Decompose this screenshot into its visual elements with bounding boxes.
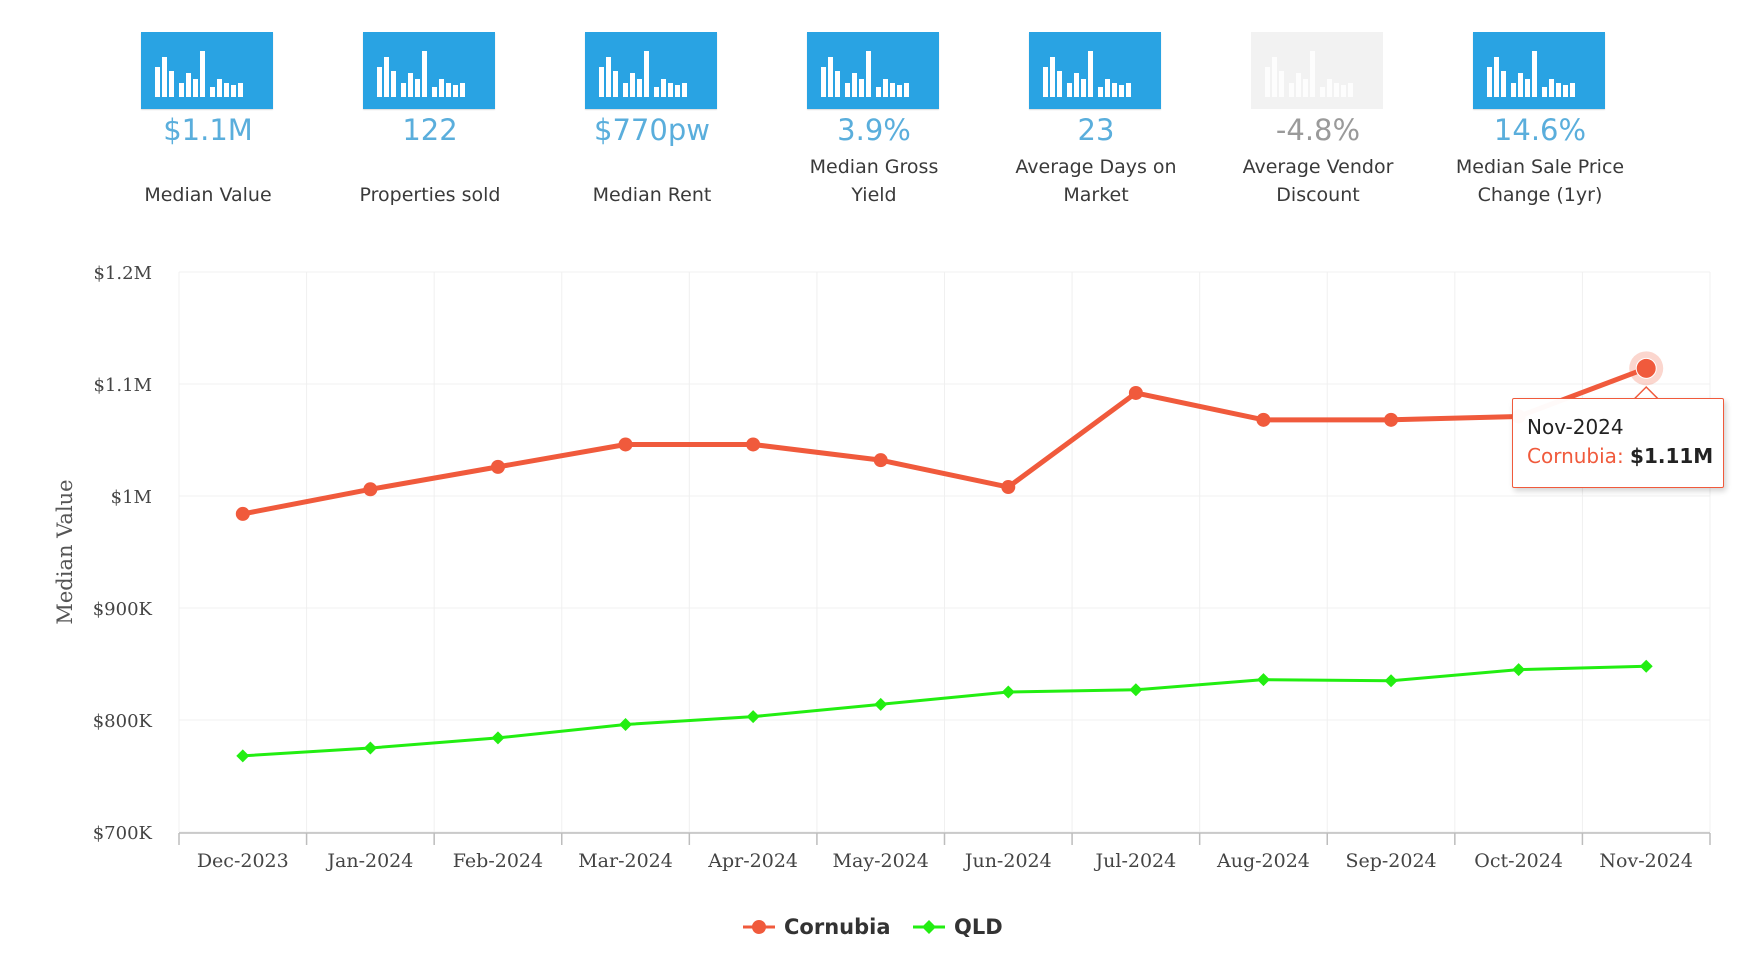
stat-value: 23 [1077, 113, 1115, 147]
bar-chart-icon [585, 32, 717, 109]
data-point-qld[interactable] [1639, 659, 1653, 673]
stat-label: Average Days on Market [1015, 156, 1177, 206]
y-tick-label: $1.1M [93, 375, 152, 396]
y-axis-title: Median Value [53, 479, 77, 624]
data-point-qld[interactable] [363, 741, 377, 755]
stat-value: -4.8% [1275, 113, 1361, 147]
y-tick-label: $900K [93, 599, 153, 620]
data-point-cornubia[interactable] [363, 482, 378, 497]
data-point-cornubia[interactable] [490, 459, 505, 474]
x-tick-label: Aug-2024 [1216, 850, 1310, 872]
legend-label: Cornubia [784, 915, 891, 939]
data-point-qld[interactable] [1001, 685, 1015, 699]
x-tick-label: Dec-2023 [197, 850, 289, 872]
stat-label: Median Gross Yield [809, 156, 939, 206]
bar-chart-icon [1029, 32, 1161, 109]
data-point-qld[interactable] [619, 717, 633, 731]
y-tick-label: $700K [93, 823, 153, 844]
legend-symbol-icon [913, 920, 945, 934]
tooltip-series-name: Cornubia [1527, 444, 1617, 468]
data-point-cornubia[interactable] [1635, 357, 1657, 379]
tooltip-date: Nov-2024 [1527, 415, 1624, 439]
data-point-qld[interactable] [491, 731, 505, 745]
data-point-cornubia[interactable] [235, 506, 250, 521]
stats-row: $1.1M Median Value 122 Properties sold $770p… [0, 0, 1749, 215]
bar-chart-icon [363, 32, 495, 109]
x-tick-label: Apr-2024 [707, 850, 798, 872]
y-tick-label: $1.2M [93, 263, 152, 284]
tooltip-line: Cornubia: $1.11M [1527, 444, 1713, 468]
stat-value: $770pw [594, 113, 710, 147]
y-tick-label: $800K [93, 711, 153, 732]
chart-legend: Cornubia QLD [0, 907, 1749, 947]
data-point-qld[interactable] [1129, 683, 1143, 697]
data-point-qld[interactable] [1256, 673, 1270, 687]
legend-item-qld[interactable]: QLD [912, 907, 1003, 947]
stat-value: 3.9% [837, 113, 911, 147]
data-point-cornubia[interactable] [873, 453, 888, 468]
tooltip-pointer [1633, 385, 1659, 400]
data-point-cornubia[interactable] [746, 437, 761, 452]
series-line-cornubia [240, 365, 1649, 517]
x-tick-label: Sep-2024 [1345, 850, 1436, 872]
series-line-qld [241, 664, 1648, 758]
data-point-cornubia[interactable] [1384, 412, 1399, 427]
legend-item-cornubia[interactable]: Cornubia [742, 907, 891, 947]
tooltip-colon: : [1616, 444, 1631, 468]
x-tick-label: Nov-2024 [1599, 850, 1693, 872]
bar-chart-icon [1251, 32, 1383, 109]
stat-value: $1.1M [163, 113, 253, 147]
x-tick-label: Oct-2024 [1474, 850, 1563, 872]
x-tick-label: Jul-2024 [1094, 850, 1177, 872]
stat-label: Median Rent [592, 184, 712, 206]
median-value-chart: $700K $800K $900K $1M $1.1M $1.2M Dec-2023 Jan-… [0, 240, 1749, 969]
bar-chart-icon [807, 32, 939, 109]
legend-symbol-icon [743, 920, 775, 934]
stat-value: 122 [402, 113, 458, 147]
chart-canvas: $700K $800K $900K $1M $1.1M $1.2M Dec-2023 Jan-… [53, 263, 1711, 872]
data-point-qld[interactable] [746, 710, 760, 724]
x-tick-label: Jun-2024 [963, 850, 1052, 872]
data-point-cornubia[interactable] [618, 437, 633, 452]
y-tick-label: $1M [111, 487, 152, 508]
data-point-cornubia[interactable] [1128, 385, 1143, 400]
bar-chart-icon [1473, 32, 1605, 109]
data-point-cornubia[interactable] [1001, 480, 1016, 495]
x-tick-label: Mar-2024 [578, 850, 673, 872]
stat-label: Properties sold [359, 184, 501, 206]
stat-label: Median Value [144, 184, 272, 206]
x-tick-label: May-2024 [833, 850, 929, 872]
bar-chart-icon [141, 32, 273, 109]
data-point-qld[interactable] [236, 749, 250, 763]
legend-label: QLD [954, 915, 1003, 939]
data-point-cornubia[interactable] [1256, 412, 1271, 427]
stat-value: 14.6% [1493, 113, 1587, 147]
tooltip-value: $1.11M [1630, 444, 1714, 468]
chart-tooltip: Nov-2024 Cornubia: $1.11M [1512, 398, 1724, 488]
data-point-qld[interactable] [1512, 663, 1526, 677]
x-tick-label: Feb-2024 [453, 850, 543, 872]
data-point-qld[interactable] [874, 697, 888, 711]
stat-label: Average Vendor Discount [1242, 156, 1394, 206]
data-point-qld[interactable] [1384, 674, 1398, 688]
stat-label: Median Sale Price Change (1yr) [1455, 156, 1625, 206]
x-tick-label: Jan-2024 [325, 850, 413, 872]
